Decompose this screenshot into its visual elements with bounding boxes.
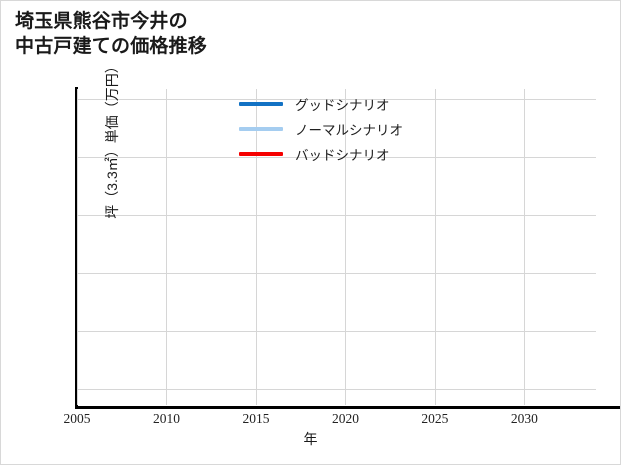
gridline-vertical [345, 89, 347, 405]
x-tick-label: 2030 [510, 411, 538, 426]
gridline-vertical [255, 89, 257, 405]
legend-item[interactable]: グッドシナリオ [239, 91, 469, 116]
legend-color-swatch [239, 126, 283, 131]
legend-label: ノーマルシナリオ [295, 122, 403, 138]
chart-legend: グッドシナリオ ノーマルシナリオ バッドシナリオ [239, 91, 469, 166]
y-axis-label: 坪（3.3㎡）単価（万円） [104, 59, 120, 219]
legend-item[interactable]: バッドシナリオ [239, 141, 469, 166]
y-axis-spine [75, 87, 78, 409]
x-tick-label: 2015 [242, 411, 270, 426]
x-tick-label: 2010 [152, 411, 180, 426]
legend-label: グッドシナリオ [295, 97, 390, 113]
legend-color-swatch [239, 101, 283, 106]
x-tick-label: 2020 [331, 411, 359, 426]
gridline-horizontal [77, 388, 596, 390]
x-axis-spine [75, 406, 620, 409]
gridline-vertical [166, 89, 168, 405]
gridline-horizontal [77, 330, 596, 332]
plot-background [77, 89, 596, 405]
gridline-horizontal [77, 99, 596, 101]
gridline-vertical [434, 89, 436, 405]
legend-item[interactable]: ノーマルシナリオ [239, 116, 469, 141]
gridline-vertical [524, 89, 526, 405]
x-tick-label: 2005 [63, 411, 91, 426]
x-axis-label: 年 [303, 431, 318, 447]
legend-color-swatch [239, 151, 283, 156]
plot-area [77, 89, 596, 405]
legend-label: バッドシナリオ [295, 147, 390, 163]
x-tick-label: 2025 [421, 411, 449, 426]
gridline-vertical [77, 89, 78, 405]
gridline-horizontal [77, 273, 596, 275]
page-title: 埼玉県熊谷市今井の 中古戸建ての価格推移 [15, 11, 208, 58]
gridline-horizontal [77, 157, 596, 159]
gridline-horizontal [77, 215, 596, 217]
